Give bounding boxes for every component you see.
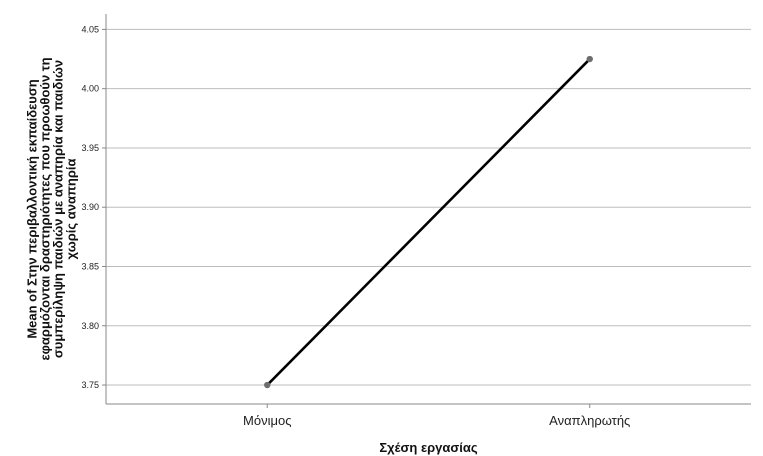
data-point	[586, 55, 593, 63]
y-axis-title-line: Mean of Στην περιβαλλοντική εκπαίδευση	[25, 79, 40, 338]
x-axis-title: Σχέση εργασίας	[379, 440, 478, 455]
x-category-label: Μόνιμος	[243, 413, 291, 428]
y-tick-label: 3.85	[81, 261, 99, 271]
gridlines	[106, 28, 751, 386]
series-line	[266, 58, 591, 386]
y-tick-labels: 3.75 3.80 3.85 3.90 3.95 4.00 4.05	[81, 24, 99, 390]
y-axis-title-line: εφαρμόζονται δραστηριότητες που προωθούν…	[38, 57, 53, 360]
y-tick-label: 3.95	[81, 143, 99, 153]
y-tick-label: 3.90	[81, 202, 99, 212]
y-tick-label: 3.75	[81, 380, 99, 390]
x-category-labels: Μόνιμος Αναπληρωτής	[243, 413, 630, 428]
axes	[102, 14, 751, 408]
x-category-label: Αναπληρωτής	[549, 413, 630, 428]
y-tick-label: 4.05	[81, 24, 99, 34]
y-tick-label: 4.00	[81, 84, 99, 94]
y-axis-title: Mean of Στην περιβαλλοντική εκπαίδευσηεφ…	[25, 57, 79, 360]
y-tick-label: 3.80	[81, 321, 99, 331]
y-axis-title-line: συμπερίληψη παιδιών με αναπηρία και παιδ…	[51, 60, 66, 358]
y-axis-title-line: χωρίς αναπηρία	[64, 159, 79, 260]
data-point	[264, 381, 271, 389]
series	[264, 55, 593, 389]
